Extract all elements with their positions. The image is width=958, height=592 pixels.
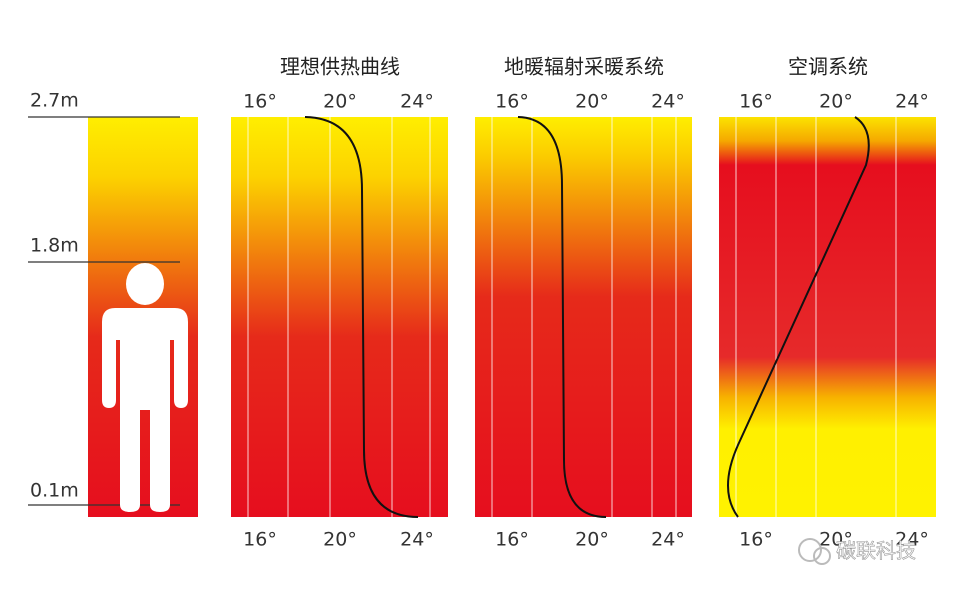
- watermark: 碳联科技: [798, 538, 916, 565]
- temperature-curve: [517, 116, 607, 518]
- top-tick-label: 20°: [819, 91, 853, 113]
- panel-gradient: [475, 117, 692, 517]
- panel-title: 理想供热曲线: [280, 55, 400, 79]
- bottom-tick-label: 24°: [895, 529, 929, 551]
- person-icon: [102, 263, 188, 512]
- top-tick-label: 24°: [400, 91, 434, 113]
- temperature-curve: [727, 116, 870, 518]
- watermark-text: 碳联科技: [836, 539, 916, 563]
- panel-title: 地暖辐射采暖系统: [504, 55, 664, 79]
- bottom-tick-label: 24°: [651, 529, 685, 551]
- top-tick-label: 16°: [739, 91, 773, 113]
- bottom-tick-label: 16°: [495, 529, 529, 551]
- bottom-tick-label: 20°: [575, 529, 609, 551]
- height-label: 0.1m: [30, 480, 79, 502]
- top-tick-label: 16°: [495, 91, 529, 113]
- bottom-tick-label: 20°: [323, 529, 357, 551]
- panel-gradient: [231, 117, 448, 517]
- top-tick-label: 16°: [243, 91, 277, 113]
- top-tick-label: 24°: [895, 91, 929, 113]
- panel-gradient: [719, 117, 936, 517]
- panel-lines: [247, 117, 897, 517]
- height-label: 2.7m: [30, 90, 79, 112]
- temperature-curve: [304, 116, 419, 518]
- bottom-tick-label: 16°: [243, 529, 277, 551]
- panel-title: 空调系统: [788, 55, 868, 79]
- top-tick-label: 20°: [323, 91, 357, 113]
- bottom-tick-label: 16°: [739, 529, 773, 551]
- bottom-tick-label: 20°: [819, 529, 853, 551]
- top-tick-label: 24°: [651, 91, 685, 113]
- height-label: 1.8m: [30, 235, 79, 257]
- bottom-tick-label: 24°: [400, 529, 434, 551]
- top-tick-label: 20°: [575, 91, 609, 113]
